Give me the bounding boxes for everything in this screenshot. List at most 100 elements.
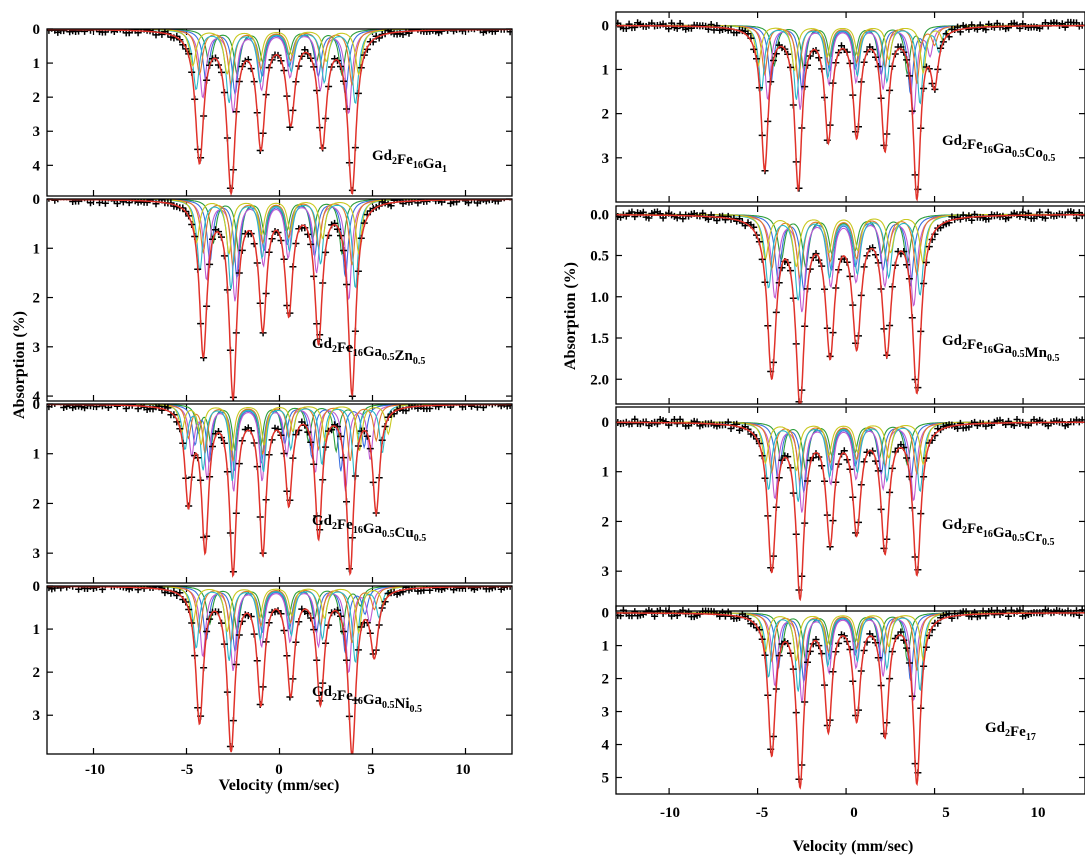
composition-label: Gd2Fe16Ga0.5Mn0.5 [942,333,1060,364]
spectrum-panel: 0 1 2 3 Gd2Fe16Ga0.5Cu0.5 [33,397,513,584]
axis-ticks [47,403,512,583]
y-tick-label: 0 [33,22,41,38]
spectrum-panel: 0 1 2 3 Gd2Fe16Ga0.5Co0.5 [602,11,1085,203]
right-x-tick-label: -10 [660,805,680,821]
plot-frame [46,198,513,402]
data-point-markers [47,199,511,401]
subspectrum-curve [47,586,512,654]
fit-curve [616,24,1085,202]
y-tick-label: 3 [33,124,41,140]
subspectrum-curve [47,199,512,290]
plot-frame [615,11,1085,203]
fit-curve [616,421,1085,602]
y-tick-label: 2 [33,665,41,681]
right-x-tick-label: 5 [942,805,950,821]
plot-frame [615,605,1085,795]
spectrum-panel: 0 1 2 3 4 Gd2Fe16Ga0.5Zn0.5 [33,192,513,405]
y-tick-label: 3 [33,708,41,724]
y-tick-label: 2 [33,496,41,512]
y-tick-label: 0.5 [590,249,609,265]
y-tick-label: 1 [33,622,41,638]
left-x-tick-label: 10 [456,762,471,778]
composition-label: Gd2Fe16Ga0.5Co0.5 [942,133,1055,164]
plot-frame [615,205,1085,405]
y-tick-label: 1 [602,62,610,78]
data-points [47,586,512,754]
data-point-markers [616,415,1085,594]
y-tick-label: 4 [33,158,41,174]
y-tick-label: 2 [33,291,41,307]
y-tick-label: 3 [33,340,41,356]
spectrum-panel: 0.0 0.5 1.0 1.5 2.0 Gd2Fe16Ga0.5Mn0.5 [590,205,1085,405]
y-tick-label: 3 [33,546,41,562]
y-tick-label: 2 [33,90,41,106]
y-tick-label: 1 [602,465,610,481]
left-x-tick-label: 5 [367,762,375,778]
fit-curve [47,404,512,578]
subspectrum-curve [616,421,1085,502]
fit-curve [47,586,512,754]
spectrum-panel: 0 1 2 3 Gd2Fe16Ga0.5Cr0.5 [602,406,1085,612]
spectrum-panel: 0 1 2 3 4 5 Gd2Fe17 [602,605,1085,795]
subspectrum-curve [47,29,512,115]
subspectrum-curve [47,404,512,454]
y-tick-label: 0 [33,192,41,208]
axis-ticks [616,606,1085,794]
spectrum-panel: 0 1 2 3 4 Gd2Fe16Ga1 [33,22,513,197]
right-x-tick-label: -5 [756,805,769,821]
y-tick-label: 3 [602,705,610,721]
y-tick-label: 4 [33,389,41,405]
data-points [47,404,512,576]
fit-curve [47,199,512,401]
data-points [616,415,1085,594]
right-x-tick-label: 0 [850,805,858,821]
y-tick-label: 0 [602,18,610,34]
spectrum-panels: 0 1 2 3 4 Gd2Fe16Ga1 0 1 2 3 4 Gd2Fe16Ga0.5Zn0.5 0 1 2… [33,11,1085,795]
data-point-markers [616,606,1085,783]
subspectrum-curve [47,29,512,105]
fit-curve [616,214,1085,404]
subspectra [47,586,512,674]
y-tick-label: 1.0 [590,290,609,306]
left-x-axis-title: Velocity (mm/sec) [219,777,340,794]
composition-label: Gd2Fe16Ga0.5Zn0.5 [312,336,425,367]
axis-ticks [47,198,512,401]
plot-frame [46,28,513,197]
subspectrum-curve [47,586,512,674]
left-x-tick-labels: -10 -5 0 5 10 [85,762,471,778]
y-tick-label: 5 [602,771,610,787]
right-x-axis-title: Velocity (mm/sec) [793,838,914,855]
composition-label: Gd2Fe16Ga0.5Ni0.5 [312,684,422,715]
composition-label: Gd2Fe16Ga1 [372,148,447,175]
y-tick-label: 0 [33,397,41,413]
subspectra [47,404,512,492]
left-x-tick-label: -5 [181,762,194,778]
y-tick-label: 4 [602,738,610,754]
composition-label: Gd2Fe16Ga0.5Cr0.5 [942,517,1055,548]
left-x-tick-label: 0 [275,762,283,778]
y-tick-label: 3 [602,151,610,167]
subspectra [47,29,512,115]
right-y-axis-title: Absorption (%) [562,262,579,370]
y-tick-label: 1.5 [590,331,609,347]
composition-label: Gd2Fe17 [985,720,1036,743]
data-points [616,606,1085,783]
left-y-axis-title: Absorption (%) [11,311,28,419]
y-tick-label: 2.0 [590,372,609,388]
subspectra [47,199,512,302]
subspectra [616,213,1085,313]
y-tick-label: 2 [602,514,610,530]
data-point-markers [47,404,512,576]
y-tick-label: 0.0 [590,207,609,223]
subspectrum-curve [47,586,512,664]
right-x-tick-label: 10 [1031,805,1046,821]
left-x-tick-label: -10 [85,762,105,778]
data-points [47,199,511,401]
data-point-markers [616,18,1085,193]
plot-frame [46,403,513,584]
subspectrum-curve [47,404,512,452]
data-points [616,18,1085,193]
plot-frame [46,585,513,755]
y-tick-label: 1 [602,639,610,655]
